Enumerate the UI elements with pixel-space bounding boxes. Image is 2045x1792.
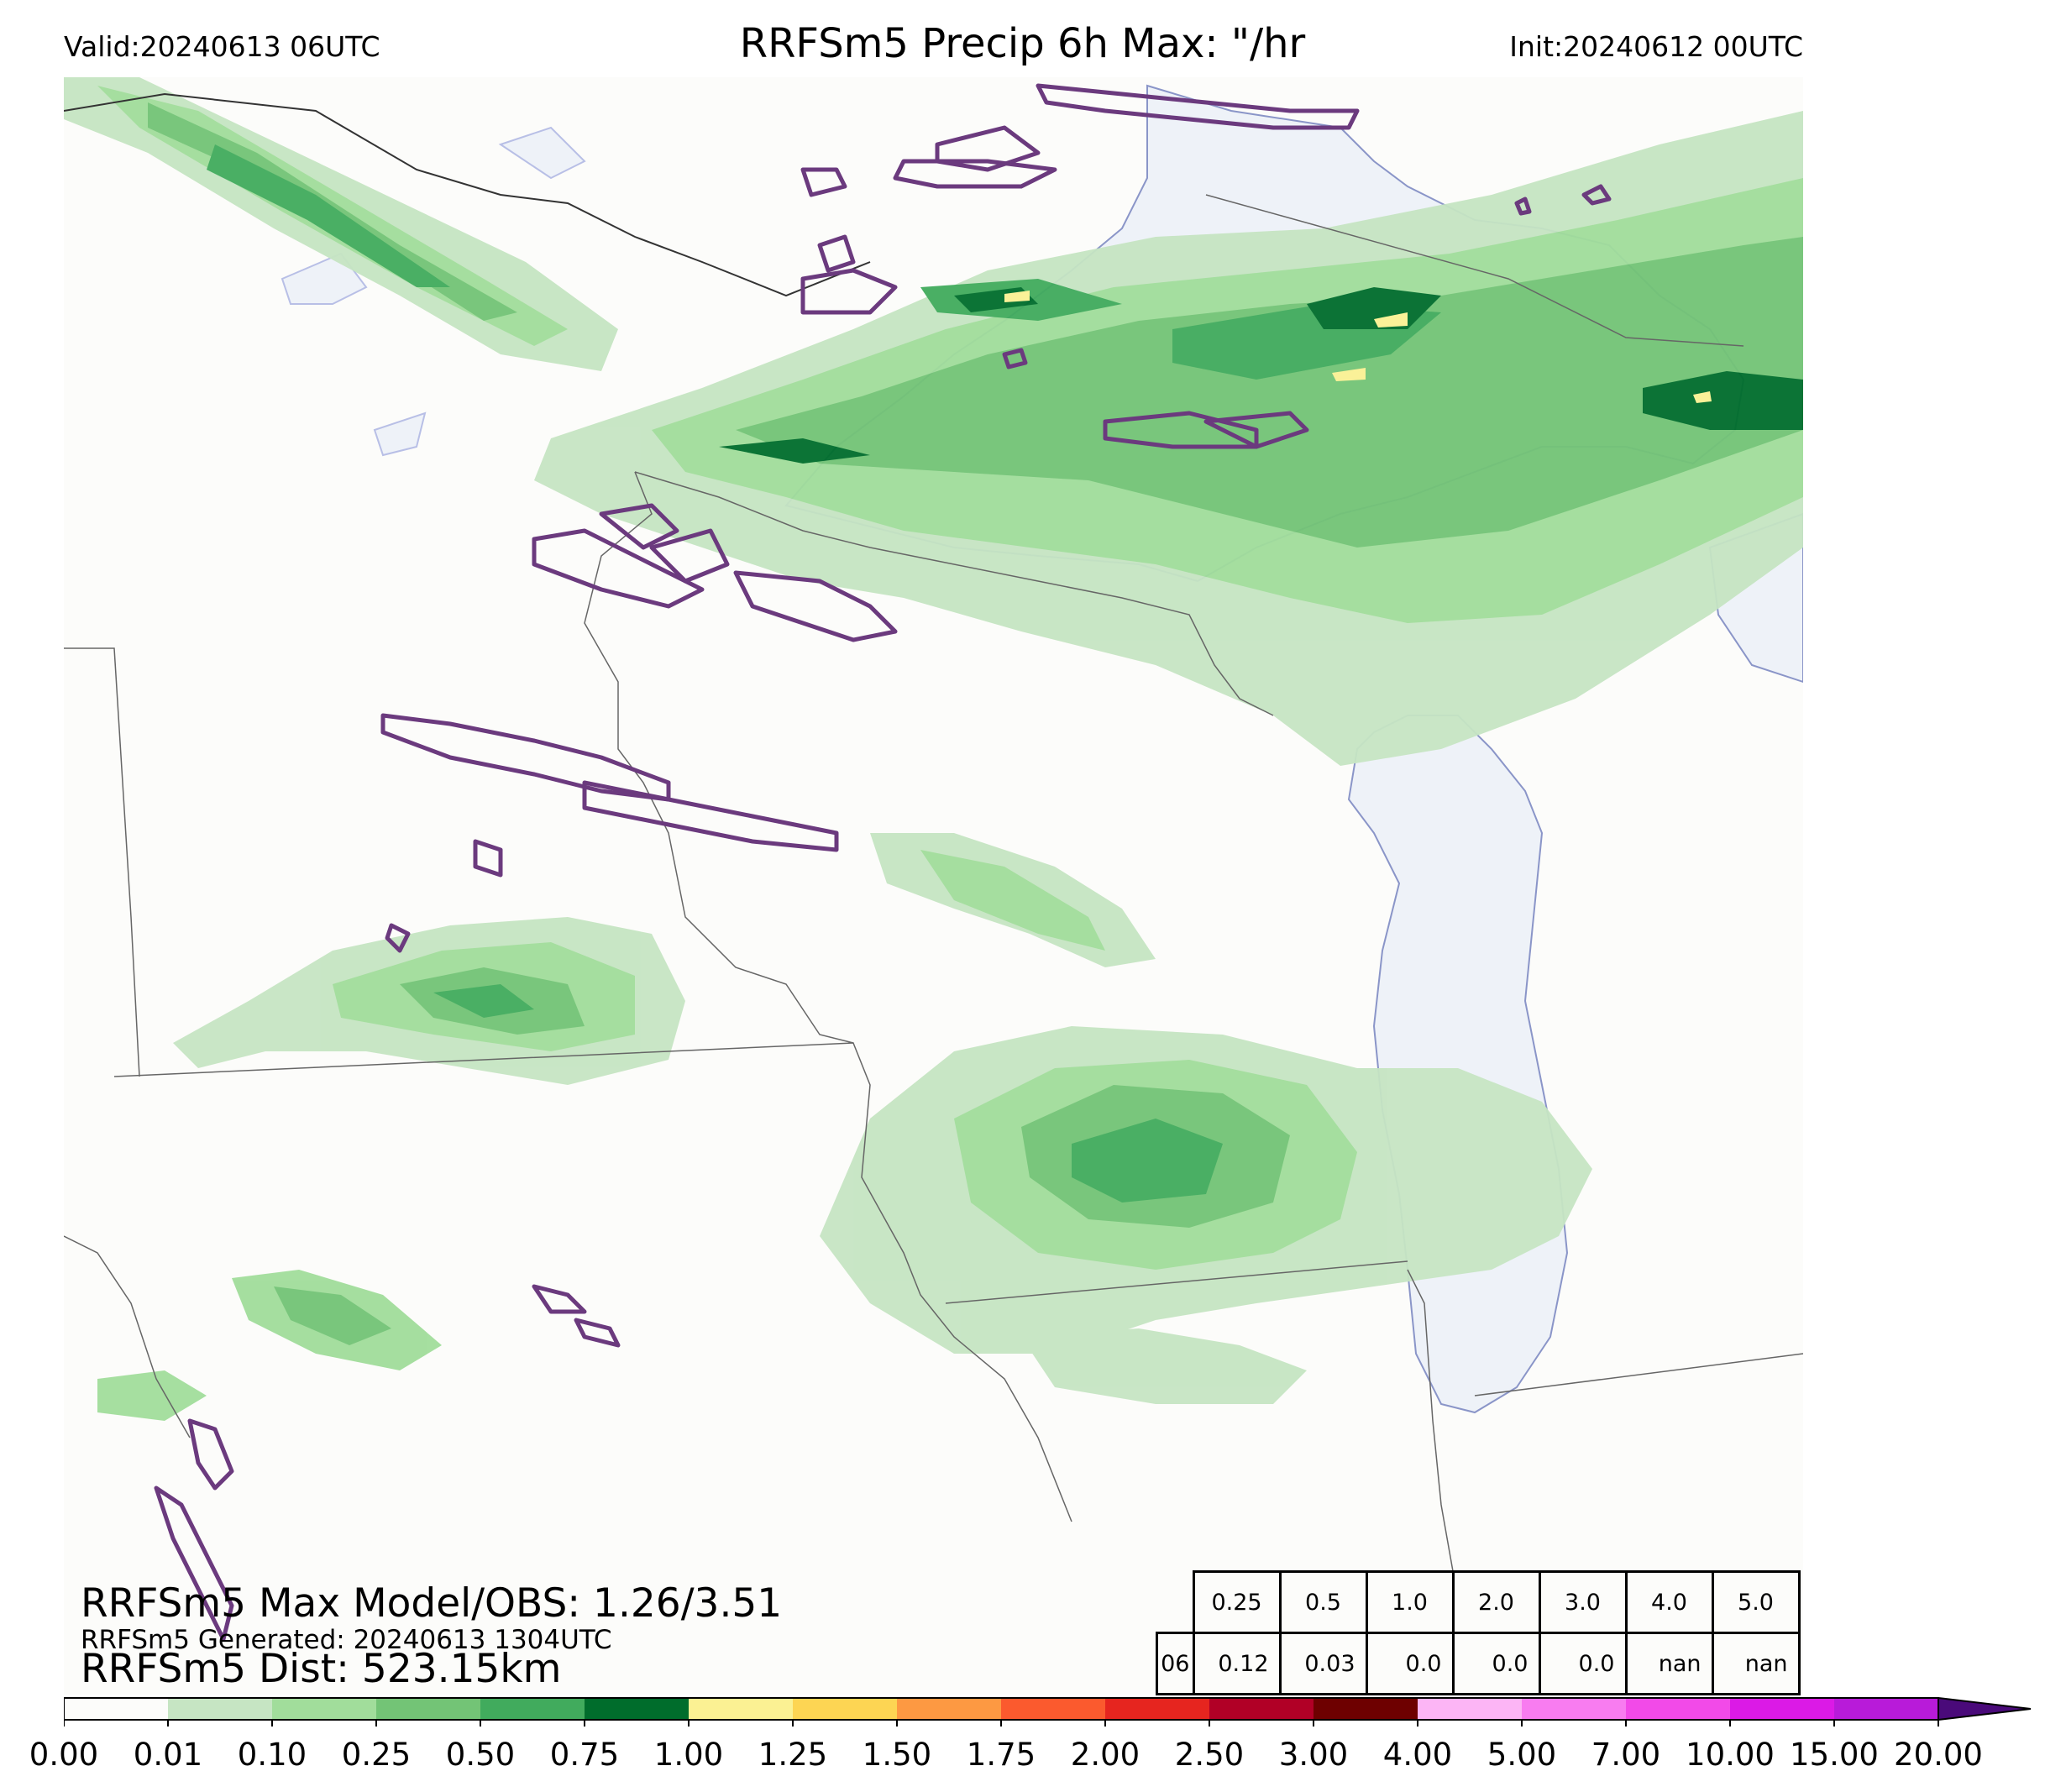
colorbar-tick-label: 2.50 [1174,1737,1245,1773]
threshold-cell: 0.25 [1192,1570,1282,1634]
colorbar-segment [585,1698,689,1720]
colorbar-segment [1626,1698,1730,1720]
threshold-cell: 3.0 [1538,1570,1628,1634]
precip-shading [64,77,1803,1421]
obs-contours [154,83,1612,1642]
colorbar [64,1696,2032,1727]
colorbar-segment [1834,1698,1938,1720]
colorbar-segment [272,1698,376,1720]
threshold-cell: 5.0 [1711,1570,1801,1634]
distance-label: RRFSm5 Dist: 523.15km [81,1646,562,1692]
generated-label: RRFSm5 Generated: 20240613 1304UTC [81,1625,612,1655]
valid-time-label: Valid:20240613 06UTC [64,30,380,63]
colorbar-tick-label: 2.00 [1070,1737,1140,1773]
value-cell: 0.0 [1451,1632,1541,1695]
value-row: 06 0.12 0.03 0.0 0.0 0.0 nan nan [1156,1632,1801,1695]
colorbar-tick-label: 0.01 [133,1737,203,1773]
init-time-label: Init:20240612 00UTC [1509,30,1803,63]
threshold-cell: 0.5 [1278,1570,1368,1634]
row-label-cell: 06 [1156,1632,1195,1695]
colorbar-tick-label: 1.75 [966,1737,1036,1773]
colorbar-segment [1209,1698,1314,1720]
threshold-row: 0.25 0.5 1.0 2.0 3.0 4.0 5.0 [1157,1570,1801,1634]
colorbar-tick-label: 15.00 [1790,1737,1879,1773]
colorbar-segment [480,1698,585,1720]
small-lake [498,126,586,180]
colorbar-tick-label: 1.50 [862,1737,932,1773]
colorbar-tick-label: 0.10 [237,1737,307,1773]
colorbar-extend-arrow [1938,1696,2032,1721]
colorbar-tick-label: 1.25 [758,1737,828,1773]
small-lake [373,411,427,457]
colorbar-segment [1522,1698,1626,1720]
colorbar-tick-label: 4.00 [1382,1737,1453,1773]
plot-title: RRFSm5 Precip 6h Max: "/hr [739,20,1306,67]
colorbar-segment [1314,1698,1418,1720]
colorbar-segment [1001,1698,1105,1720]
colorbar-tick-label: 7.00 [1591,1737,1661,1773]
colorbar-segment [376,1698,480,1720]
colorbar-segment [64,1698,168,1720]
value-cell: 0.0 [1538,1632,1628,1695]
colorbar-segment [897,1698,1001,1720]
colorbar-tick-label: 0.50 [445,1737,516,1773]
colorbar-segment [793,1698,897,1720]
value-cell: 0.03 [1278,1632,1368,1695]
value-cell: 0.0 [1365,1632,1455,1695]
colorbar-segment [1730,1698,1834,1720]
value-cell: nan [1711,1632,1801,1695]
max-model-obs-label: RRFSm5 Max Model/OBS: 1.26/3.51 [81,1580,783,1627]
colorbar-tick-label: 0.75 [549,1737,620,1773]
threshold-stats-table: 0.25 0.5 1.0 2.0 3.0 4.0 5.0 06 0.12 0.03 0.0 0.0 0… [1156,1570,1801,1695]
colorbar-segment [689,1698,793,1720]
colorbar-tick-label: 3.00 [1278,1737,1349,1773]
colorbar-segment [168,1698,272,1720]
state-borders [64,194,1803,1695]
colorbar-tick-label: 1.00 [653,1737,724,1773]
precipitation-map [64,77,1803,1695]
colorbar-segment [1105,1698,1209,1720]
colorbar-tick-label: 20.00 [1894,1737,1983,1773]
colorbar-tick-label: 10.00 [1686,1737,1775,1773]
colorbar-tick-label: 5.00 [1487,1737,1557,1773]
value-cell: 0.12 [1192,1632,1282,1695]
threshold-cell: 4.0 [1624,1570,1714,1634]
colorbar-tick-label: 0.00 [29,1737,99,1773]
threshold-cell: 1.0 [1365,1570,1455,1634]
table-corner-blank [1157,1572,1194,1633]
colorbar-tick-label: 0.25 [341,1737,412,1773]
value-cell: nan [1624,1632,1714,1695]
colorbar-segment [1418,1698,1522,1720]
country-border [64,92,871,297]
threshold-cell: 2.0 [1451,1570,1541,1634]
